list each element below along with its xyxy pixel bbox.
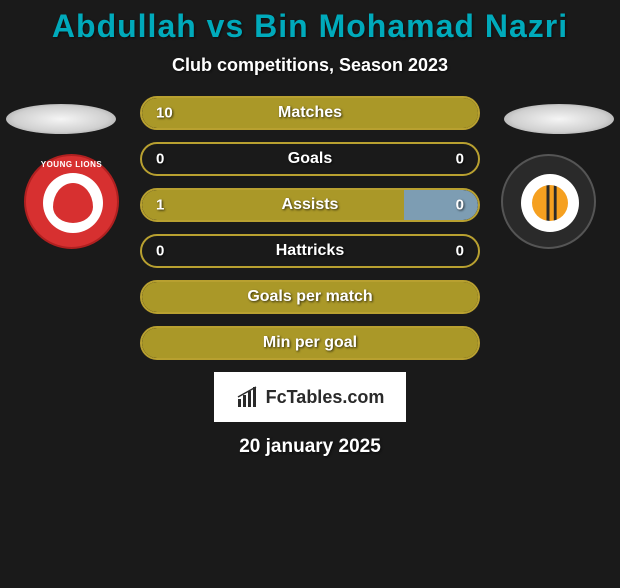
stat-value-right: 0 (456, 243, 464, 260)
stat-value-left: 0 (156, 243, 164, 260)
stat-row: 0 0 Hattricks (140, 234, 480, 268)
subtitle: Club competitions, Season 2023 (0, 55, 620, 76)
stat-label: Goals (288, 150, 332, 168)
stat-label: Matches (278, 104, 342, 122)
flag-left (6, 104, 116, 134)
stat-label: Hattricks (276, 242, 344, 260)
page-title: Abdullah vs Bin Mohamad Nazri (0, 8, 620, 45)
flag-right (504, 104, 614, 134)
stat-fill-right (404, 190, 478, 220)
stat-label: Assists (282, 196, 339, 214)
stat-row: 10 Matches (140, 96, 480, 130)
fctables-logo-icon (236, 385, 260, 409)
comparison-container: 10Matches00Goals10Assists00HattricksGoal… (0, 96, 620, 458)
stat-label: Goals per match (247, 288, 372, 306)
stat-row: Goals per match (140, 280, 480, 314)
stat-value-left: 0 (156, 151, 164, 168)
stat-value-right: 0 (456, 197, 464, 214)
lion-icon (53, 183, 93, 223)
club-badge-left (24, 154, 119, 249)
stat-value-left: 10 (156, 105, 173, 122)
stats-bars: 10Matches00Goals10Assists00HattricksGoal… (140, 96, 480, 360)
stat-fill-left (142, 190, 404, 220)
branding-box: FcTables.com (214, 372, 406, 422)
date-label: 20 january 2025 (0, 436, 620, 458)
stat-value-right: 0 (456, 151, 464, 168)
stat-row: Min per goal (140, 326, 480, 360)
stat-row: 0 0 Goals (140, 142, 480, 176)
tiger-icon (532, 185, 568, 221)
stat-row: 1 0 Assists (140, 188, 480, 222)
branding-text: FcTables.com (266, 387, 385, 408)
club-badge-right (501, 154, 596, 249)
stat-label: Min per goal (263, 334, 357, 352)
stat-value-left: 1 (156, 197, 164, 214)
